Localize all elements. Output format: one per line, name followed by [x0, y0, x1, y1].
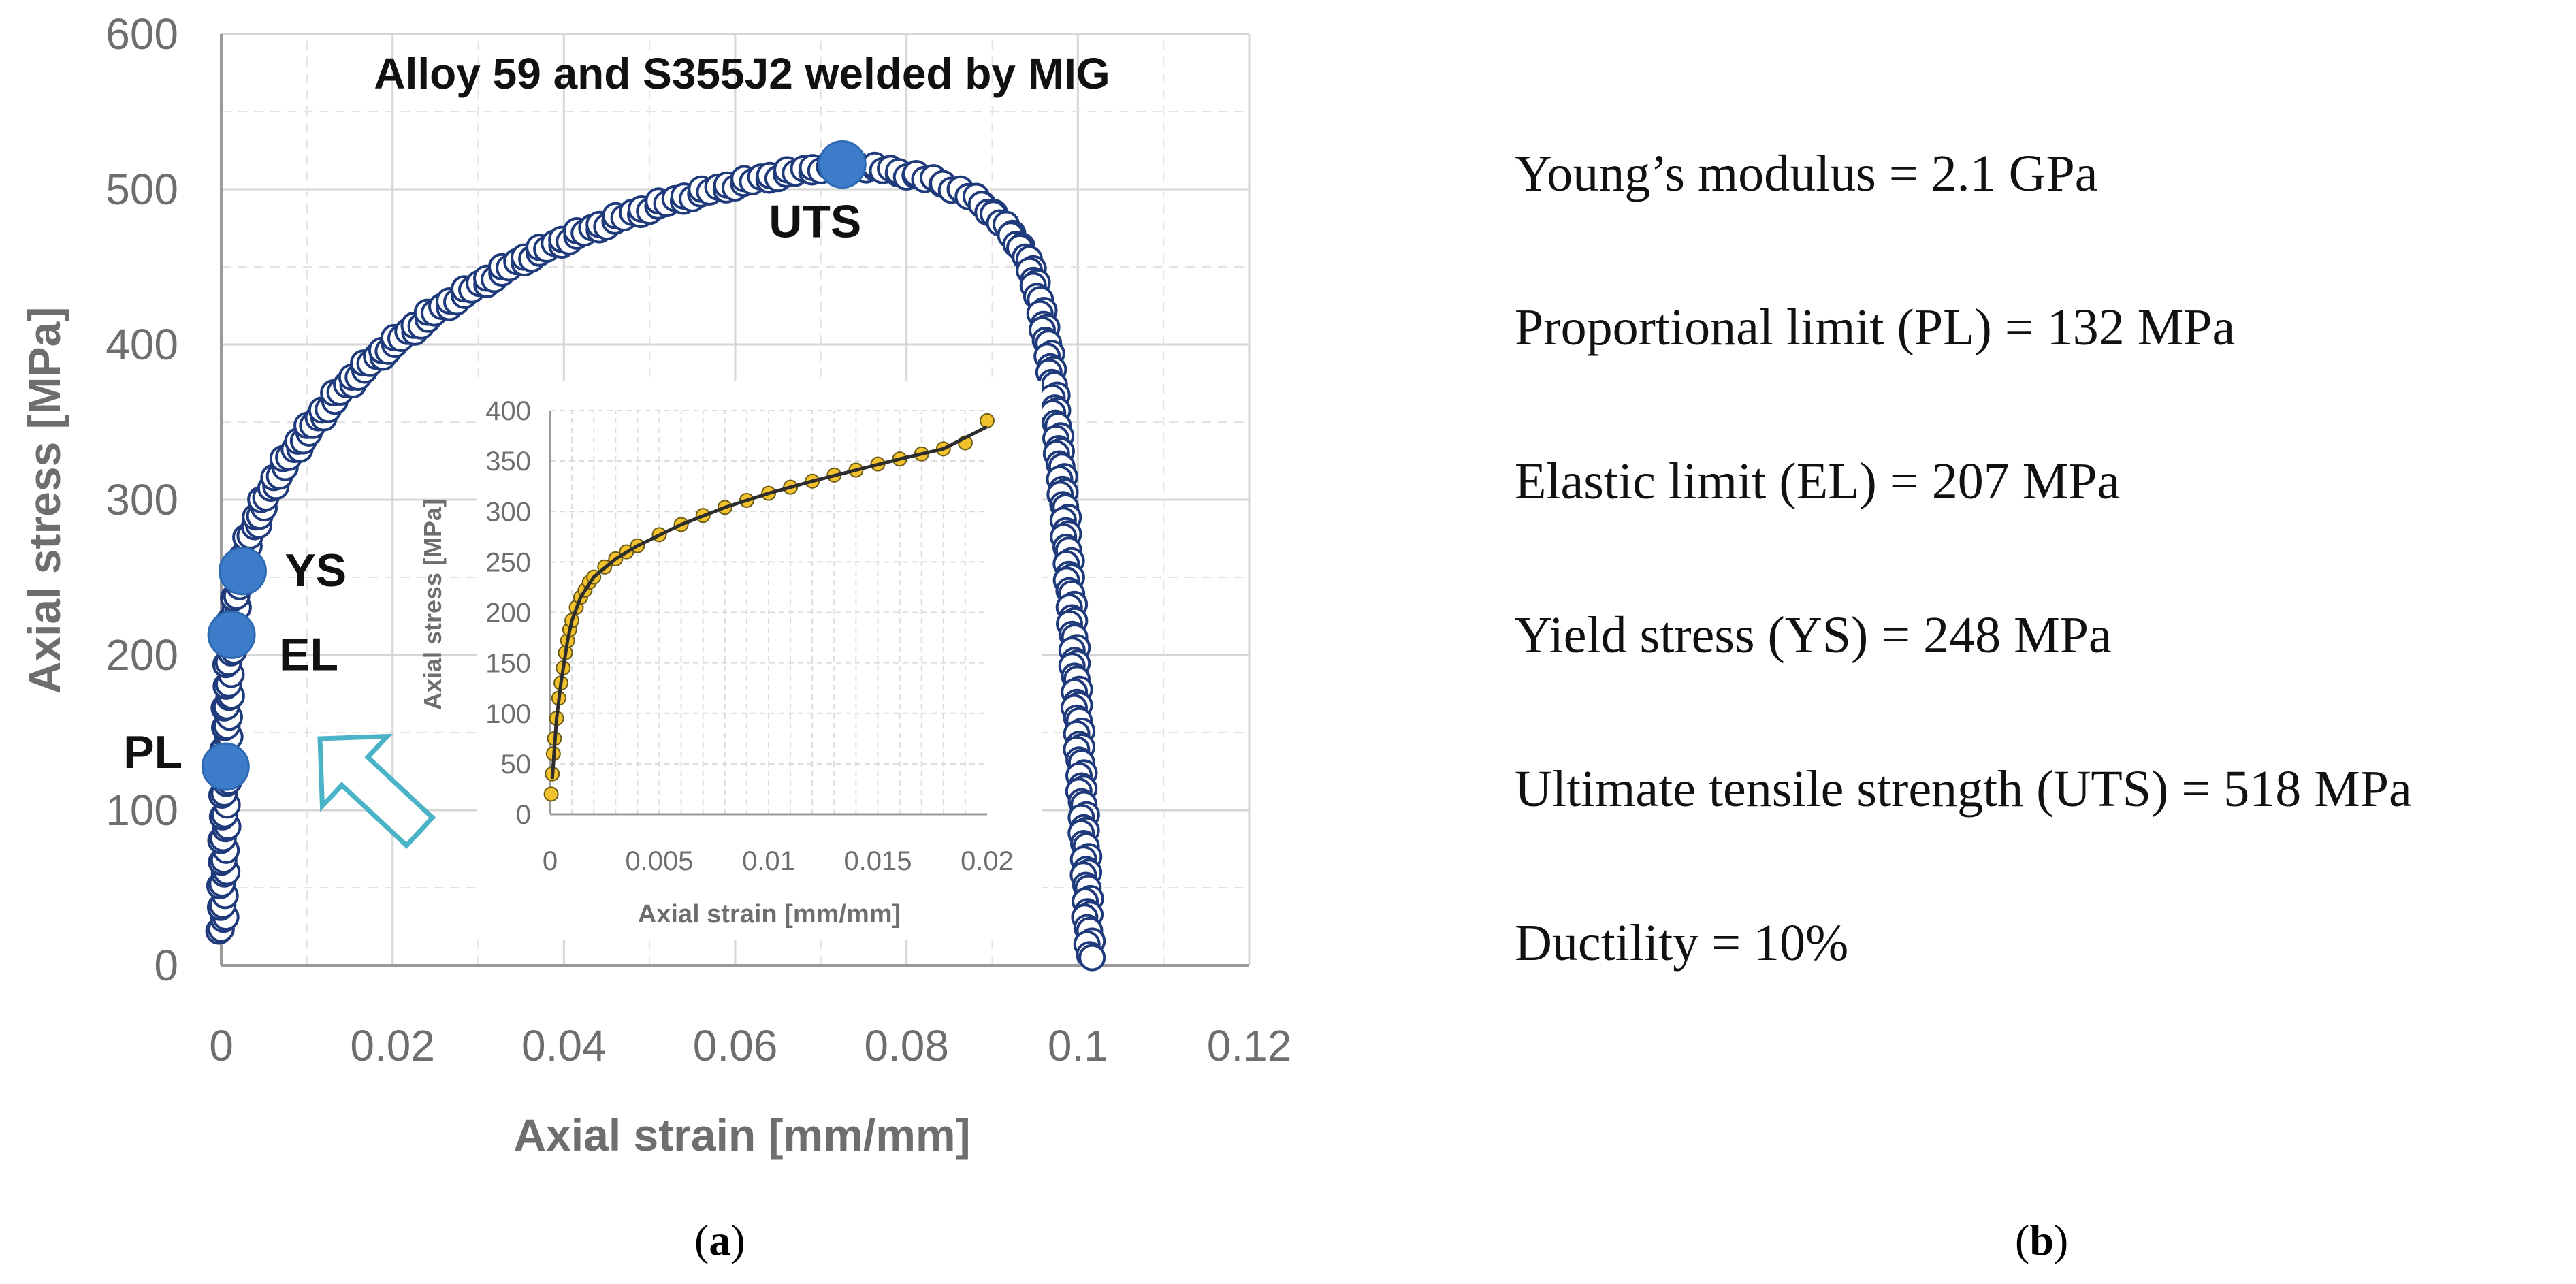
- inset-y-tick-labels: 0 50 100 150 200 250 300 350 400: [485, 396, 531, 830]
- key-point-label-ys: YS: [285, 545, 347, 596]
- main-y-tick-label: 500: [106, 165, 178, 214]
- property-ductility: Ductility = 10%: [1515, 914, 1849, 972]
- inset-y-tick-label: 300: [485, 497, 531, 527]
- main-key-point-labels: PL EL YS UTS: [123, 196, 861, 779]
- inset-y-tick-label: 400: [485, 396, 531, 426]
- panel-letter-a: a: [709, 1216, 731, 1264]
- inset-fit-line: [550, 425, 988, 780]
- main-data-point: [1078, 944, 1106, 972]
- key-point-label-el: EL: [279, 628, 338, 680]
- inset-y-tick-label: 350: [485, 447, 531, 477]
- property-uts: Ultimate tensile strength (UTS) = 518 MP…: [1515, 760, 2412, 818]
- key-point-el: [207, 610, 256, 659]
- main-x-tick-label: 0.12: [1207, 1021, 1292, 1070]
- main-x-tick-label: 0.1: [1048, 1021, 1108, 1070]
- chart-title: Alloy 59 and S355J2 welded by MIG: [374, 49, 1110, 98]
- key-point-uts: [818, 140, 867, 189]
- property-youngs-modulus: Young’s modulus = 2.1 GPa: [1515, 145, 2098, 202]
- key-point-label-uts: UTS: [769, 196, 861, 248]
- inset-x-tick-label: 0.015: [843, 846, 912, 876]
- main-x-tick-label: 0.02: [350, 1021, 435, 1070]
- main-y-tick-label: 0: [154, 941, 178, 990]
- inset-y-tick-label: 250: [485, 547, 531, 577]
- panel-label-a: (a): [694, 1216, 745, 1264]
- inset-x-tick-label: 0.02: [961, 846, 1014, 876]
- main-x-tick-label: 0: [209, 1021, 234, 1070]
- inset-x-axis-label: Axial strain [mm/mm]: [638, 900, 901, 929]
- properties-list: Young’s modulus = 2.1 GPa Proportional l…: [1515, 140, 2412, 1063]
- inset-y-tick-label: 150: [485, 649, 531, 679]
- inset-y-tick-label: 100: [485, 699, 531, 729]
- inset-x-tick-label: 0.01: [742, 846, 795, 876]
- main-x-tick-label: 0.06: [693, 1021, 778, 1070]
- key-point-label-pl: PL: [123, 726, 182, 778]
- main-y-tick-label: 300: [106, 475, 178, 524]
- panel-letter-b: b: [2029, 1216, 2054, 1264]
- inset-y-tick-label: 200: [485, 598, 531, 628]
- inset-y-tick-label: 50: [501, 750, 532, 780]
- main-x-tick-label: 0.08: [864, 1021, 949, 1070]
- property-yield-stress: Yield stress (YS) = 248 MPa: [1515, 607, 2112, 664]
- property-elastic-limit: Elastic limit (EL) = 207 MPa: [1515, 453, 2121, 510]
- inset-grid: [550, 410, 987, 815]
- main-y-tick-label: 400: [106, 320, 178, 369]
- main-x-tick-label: 0.04: [521, 1021, 607, 1070]
- inset-pointer-arrow: [317, 733, 436, 849]
- main-y-tick-label: 200: [106, 630, 178, 679]
- inset-y-tick-label: 0: [516, 800, 531, 830]
- inset-x-tick-label: 0.005: [625, 846, 693, 876]
- inset-chart: 0 50 100 150 200 250 300 350 400 0 0.005 0.01 0.015…: [419, 381, 1042, 940]
- inset-background: [477, 381, 1042, 940]
- key-point-ys: [218, 547, 267, 596]
- panel-label-b: (b): [2015, 1216, 2069, 1264]
- main-y-tick-labels: 0 100 200 300 400 500 600: [106, 10, 178, 990]
- inset-y-axis-label: Axial stress [MPa]: [419, 499, 447, 710]
- y-axis-label: Axial stress [MPa]: [19, 307, 69, 694]
- inset-data-point: [543, 786, 559, 802]
- key-point-pl: [201, 742, 250, 791]
- main-y-tick-label: 600: [106, 10, 178, 59]
- inset-x-tick-label: 0: [543, 846, 558, 876]
- property-proportional-limit: Proportional limit (PL) = 132 MPa: [1515, 299, 2236, 356]
- main-x-tick-labels: 0 0.02 0.04 0.06 0.08 0.1 0.12: [209, 1021, 1291, 1070]
- inset-data-point: [980, 413, 995, 428]
- x-axis-label: Axial strain [mm/mm]: [513, 1110, 970, 1160]
- main-key-points: [201, 140, 867, 791]
- main-y-tick-label: 100: [106, 786, 178, 835]
- inset-x-tick-labels: 0 0.005 0.01 0.015 0.02: [543, 846, 1014, 876]
